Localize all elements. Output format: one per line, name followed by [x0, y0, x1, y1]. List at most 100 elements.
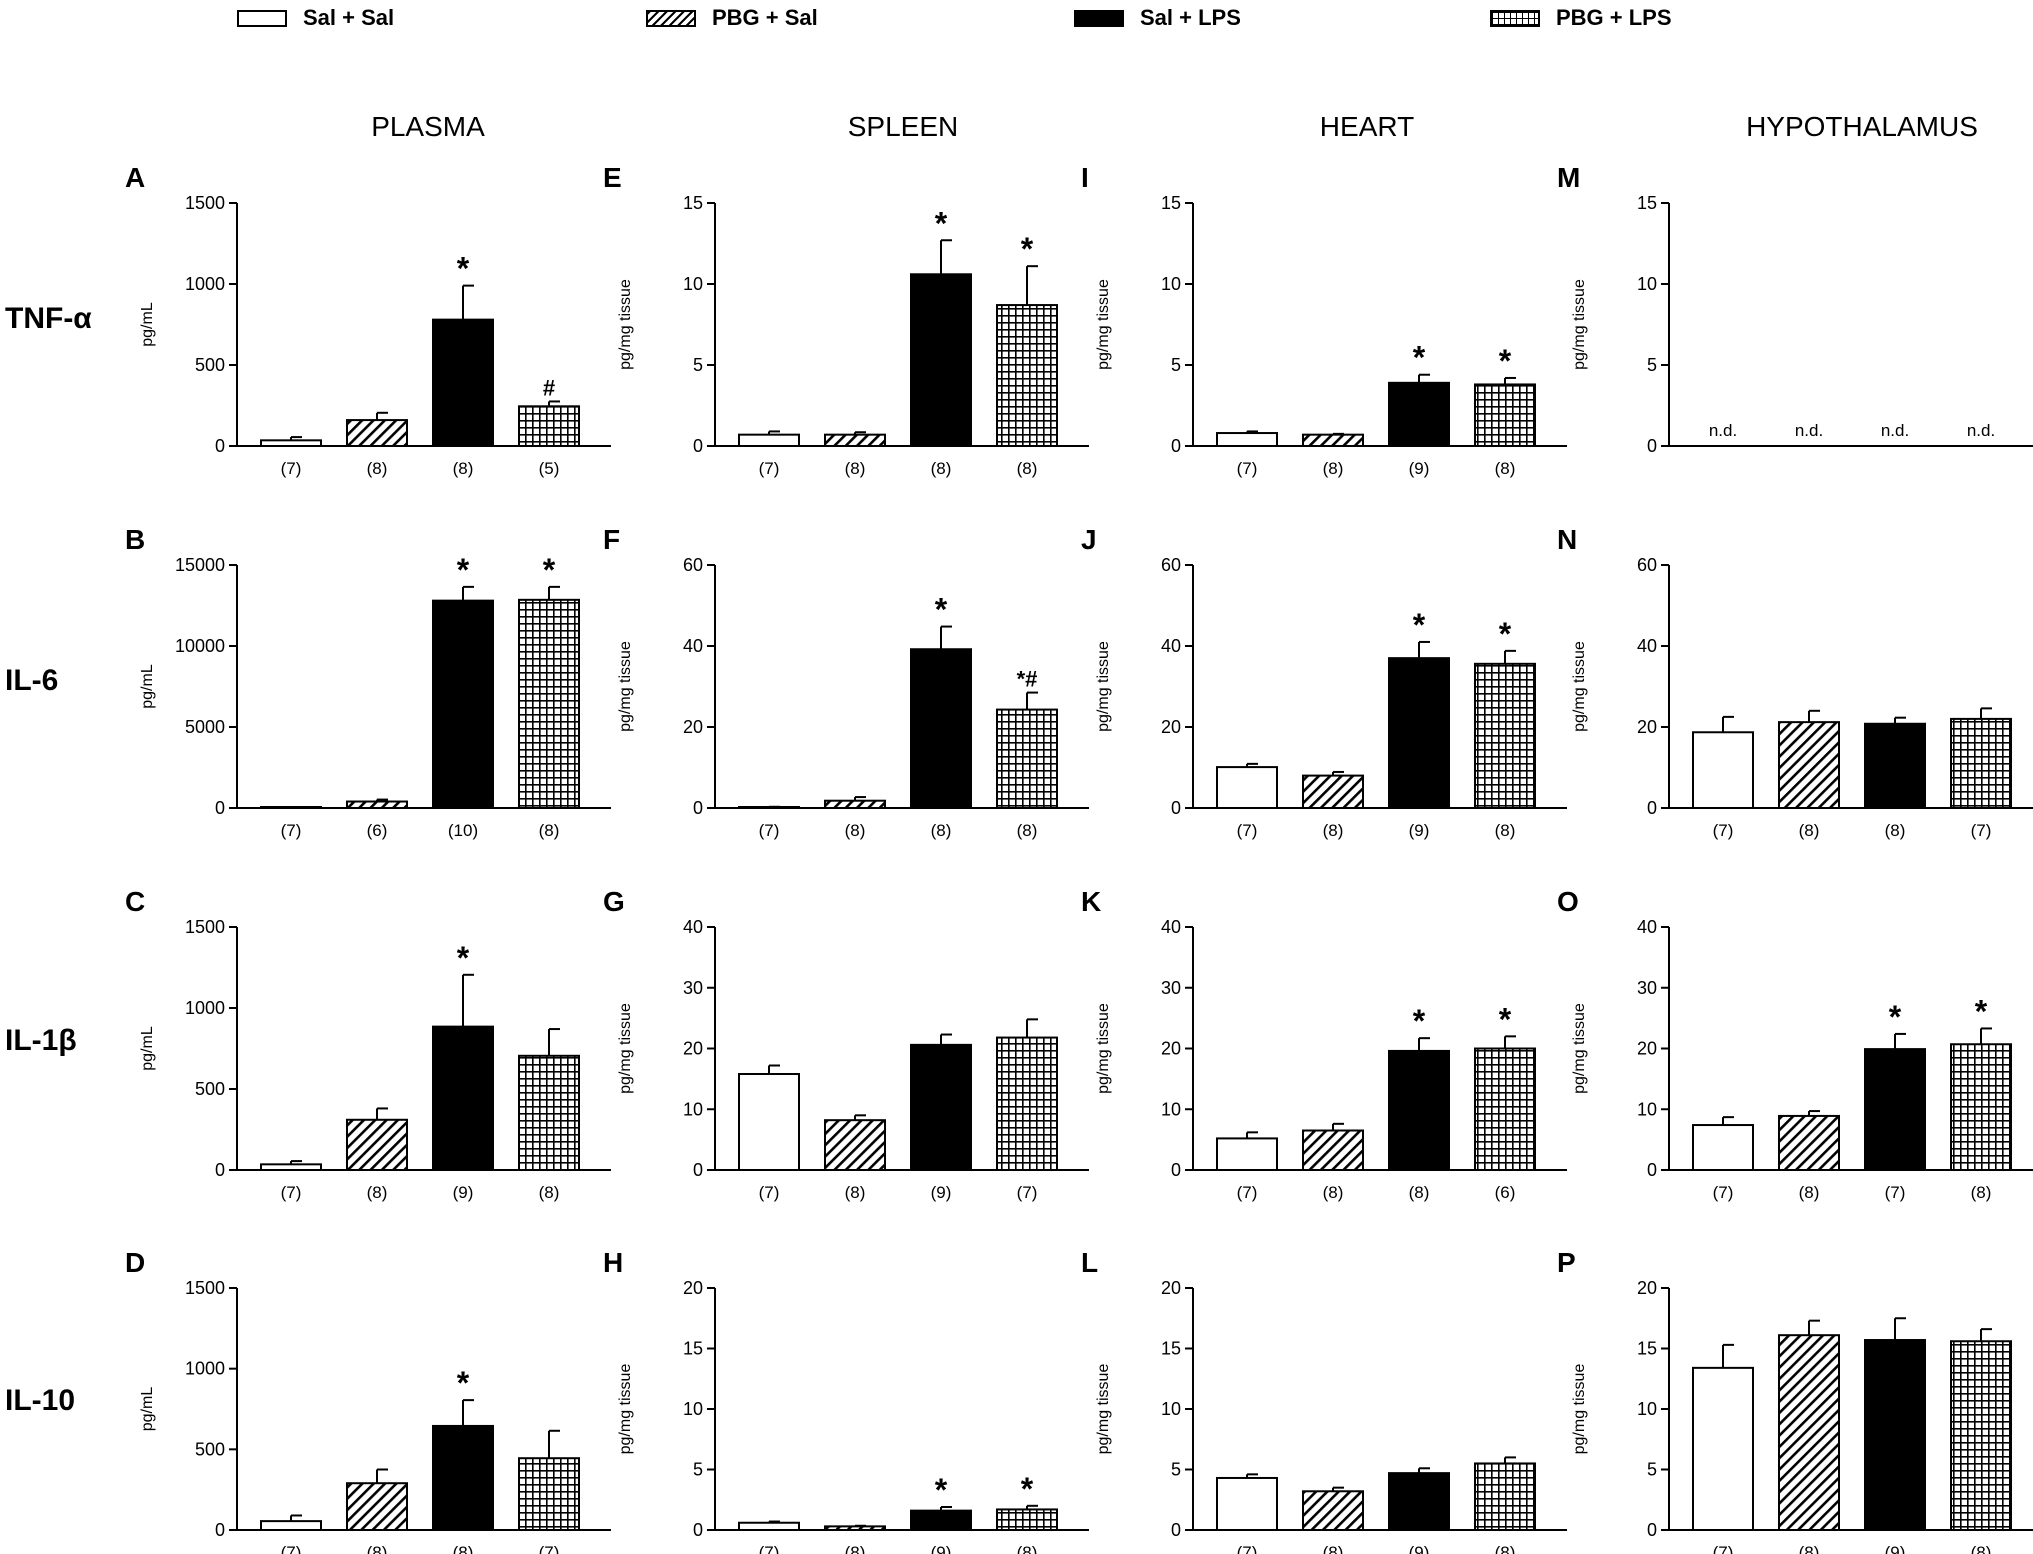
n-label: (8) [1323, 821, 1344, 840]
panel-letter: L [1081, 1247, 1098, 1278]
significance-mark: * [457, 940, 470, 976]
bar [1864, 1048, 1926, 1172]
bar [1302, 1129, 1364, 1171]
significance-mark: * [1413, 1003, 1426, 1039]
legend-item-pbg-sal: PBG + Sal [646, 2, 818, 34]
panel-l: Lpg/mg tissue 0 5 10 15 20 (7) (8) (9) (8) [1081, 1247, 1567, 1554]
n-label: (8) [453, 459, 474, 478]
y-tick-label: 0 [215, 1520, 225, 1540]
y-tick-label: 40 [1161, 917, 1181, 937]
panel-letter: B [125, 524, 145, 555]
n-label: (8) [1323, 1183, 1344, 1202]
bar [346, 419, 408, 447]
n-label: (7) [281, 1183, 302, 1202]
y-tick-label: 10 [1161, 1399, 1181, 1419]
y-tick-label: 40 [1161, 636, 1181, 656]
bar [260, 1163, 322, 1171]
y-tick-label: 0 [215, 1160, 225, 1180]
y-tick-label: 10 [683, 1099, 703, 1119]
panel-h: Hpg/mg tissue 0 5 10 15 20 (7) (8) * (9) * (8) [603, 1247, 1089, 1554]
n-label: (7) [1713, 1543, 1734, 1554]
y-tick-label: 40 [1637, 636, 1657, 656]
y-tick-label: 20 [1637, 717, 1657, 737]
y-tick-label: 1500 [185, 1278, 225, 1298]
y-axis-label: pg/mg tissue [617, 1003, 634, 1094]
panel-c: Cpg/mL 0 500 1000 1500 (7) (8) * (9) (8) [125, 886, 611, 1202]
bar [1216, 432, 1278, 448]
y-tick-label: 30 [1161, 978, 1181, 998]
n-label: (9) [453, 1183, 474, 1202]
y-tick-label: 1000 [185, 274, 225, 294]
y-tick-label: 0 [693, 436, 703, 456]
column-title-spleen: SPLEEN [848, 111, 959, 142]
significance-mark: * [1021, 231, 1034, 267]
nd-label: n.d. [1967, 421, 1995, 440]
bar [824, 1119, 886, 1172]
n-label: (9) [1885, 1543, 1906, 1554]
significance-mark: * [457, 1365, 470, 1401]
n-label: (7) [1237, 821, 1258, 840]
n-label: (7) [1971, 821, 1992, 840]
bar [910, 1509, 972, 1532]
significance-mark: * [543, 552, 556, 588]
y-tick-label: 0 [693, 798, 703, 818]
bar [1474, 1462, 1536, 1531]
y-tick-label: 0 [1171, 798, 1181, 818]
panel-letter: F [603, 524, 620, 555]
y-tick-label: 10 [1637, 1099, 1657, 1119]
significance-mark: * [1413, 340, 1426, 376]
n-label: (8) [845, 821, 866, 840]
legend-label: PBG + Sal [712, 5, 818, 30]
n-label: (8) [1409, 1183, 1430, 1202]
significance-mark: * [935, 205, 948, 241]
row-title: IL-10 [5, 1384, 75, 1417]
bar [432, 599, 494, 810]
bar [824, 799, 886, 810]
panel-letter: O [1557, 886, 1579, 917]
significance-mark: * [1975, 993, 1988, 1029]
n-label: (8) [1971, 1543, 1992, 1554]
legend-item-sal-lps: Sal + LPS [1074, 2, 1241, 34]
bar [824, 1525, 886, 1531]
legend-swatch-grid [1490, 9, 1540, 27]
panel-o: Opg/mg tissue 0 10 20 30 40 (7) (8) * (7) * (8) [1557, 886, 2033, 1202]
column-title-plasma: PLASMA [371, 111, 485, 142]
y-tick-label: 15 [1637, 1339, 1657, 1359]
y-tick-label: 20 [1637, 1278, 1657, 1298]
bar [1216, 1476, 1278, 1531]
panel-letter: H [603, 1247, 623, 1278]
y-tick-label: 10 [1637, 274, 1657, 294]
bar [432, 318, 494, 448]
legend-item-pbg-lps: PBG + LPS [1490, 2, 1672, 34]
bar [1388, 1472, 1450, 1532]
n-label: (8) [845, 1543, 866, 1554]
bar [518, 598, 580, 810]
nd-label: n.d. [1881, 421, 1909, 440]
n-label: (7) [281, 1543, 302, 1554]
n-label: (7) [1237, 459, 1258, 478]
bar [1388, 657, 1450, 810]
n-label: (8) [1799, 1543, 1820, 1554]
bar [1778, 1334, 1840, 1531]
panel-m: Mpg/mg tissue 0 5 10 15 n.d. n.d. n.d. n.d. [1557, 162, 2033, 456]
significance-mark: * [457, 552, 470, 588]
bar [1474, 383, 1536, 448]
y-tick-label: 15000 [175, 555, 225, 575]
bar [518, 405, 580, 447]
significance-mark: * [1499, 343, 1512, 379]
panel-f: Fpg/mg tissue 0 20 40 60 (7) (8) * (8) *# (8) [603, 524, 1089, 840]
y-tick-label: 0 [1647, 1160, 1657, 1180]
y-tick-label: 10 [1161, 274, 1181, 294]
bar [1778, 721, 1840, 810]
y-tick-label: 15 [1161, 1339, 1181, 1359]
y-tick-label: 10 [683, 274, 703, 294]
y-tick-label: 20 [1161, 717, 1181, 737]
bar [260, 439, 322, 447]
y-tick-label: 20 [1161, 1278, 1181, 1298]
bar [432, 1025, 494, 1171]
bar [996, 1508, 1058, 1532]
y-tick-label: 0 [1647, 436, 1657, 456]
y-tick-label: 20 [1637, 1039, 1657, 1059]
significance-mark: * [1413, 607, 1426, 643]
